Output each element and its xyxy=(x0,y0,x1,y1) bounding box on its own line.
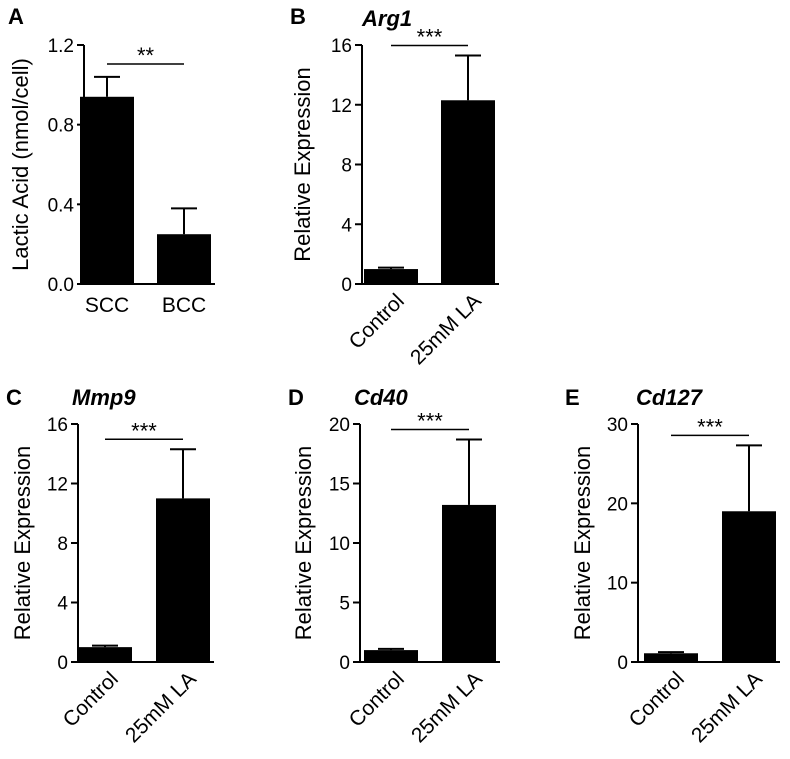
bar xyxy=(442,504,496,662)
category-label: SCC xyxy=(85,294,129,317)
panel-title: Arg1 xyxy=(361,6,412,31)
y-tick-label: 4 xyxy=(57,594,68,615)
panel-letter: B xyxy=(290,4,306,29)
y-axis-label: Relative Expression xyxy=(291,446,316,640)
y-tick-label: 0 xyxy=(57,653,68,674)
significance-label: *** xyxy=(417,408,443,433)
panel-title: Cd40 xyxy=(354,385,409,410)
category-label: 25mM LA xyxy=(687,668,767,748)
y-tick-label: 30 xyxy=(607,415,628,436)
y-tick-label: 5 xyxy=(339,594,350,615)
y-tick-label: 0.0 xyxy=(48,275,74,296)
bar xyxy=(156,498,210,662)
bar xyxy=(78,647,132,662)
panel-letter: E xyxy=(565,385,580,410)
y-tick-label: 0 xyxy=(617,653,628,674)
y-tick-label: 0.4 xyxy=(48,195,75,216)
panel-d: D Cd40 0 5 10 15 20 Relative Expression Control2… xyxy=(288,385,500,747)
panel-letter: A xyxy=(8,4,24,29)
y-tick-label: 16 xyxy=(331,36,352,57)
category-label: Control xyxy=(625,668,689,732)
panel-letter: C xyxy=(6,385,22,410)
y-tick-label: 20 xyxy=(607,494,628,515)
bar xyxy=(644,653,698,662)
y-tick-label: 16 xyxy=(47,415,68,436)
category-label: 25mM LA xyxy=(121,668,201,748)
y-tick-label: 12 xyxy=(331,96,352,117)
y-tick-label: 1.2 xyxy=(48,36,74,57)
panel-a: A 0.0 0.4 0.8 1.2 Lactic Acid (nmol/cell) SCC B… xyxy=(8,4,215,317)
y-tick-label: 0 xyxy=(339,653,350,674)
y-axis-label: Relative Expression xyxy=(10,446,35,640)
panel-letter: D xyxy=(288,385,304,410)
panel-e: E Cd127 0 10 20 30 Relative Expression Control2… xyxy=(565,385,780,747)
bar xyxy=(441,100,495,284)
y-tick-label: 8 xyxy=(341,156,352,177)
bar xyxy=(722,511,776,662)
bar xyxy=(80,96,134,285)
y-tick-label: 0 xyxy=(341,275,352,296)
y-tick-label: 0.8 xyxy=(48,116,74,137)
y-tick-label: 10 xyxy=(329,534,350,555)
significance-label: ** xyxy=(137,43,155,68)
category-label: Control xyxy=(59,668,123,732)
significance-label: *** xyxy=(417,24,443,49)
y-tick-label: 15 xyxy=(329,475,350,496)
category-label: 25mM LA xyxy=(407,668,487,748)
panel-b: B Arg1 0 4 8 12 16 Relative Expression Control25… xyxy=(290,4,499,369)
bar xyxy=(157,234,211,284)
category-label: Control xyxy=(345,290,409,354)
y-tick-label: 20 xyxy=(329,415,350,436)
category-label: BCC xyxy=(162,294,206,317)
y-axis-label: Lactic Acid (nmol/cell) xyxy=(8,58,33,271)
bar xyxy=(364,269,418,284)
panel-c: C Mmp9 0 4 8 12 16 Relative Expression Control25… xyxy=(6,385,214,747)
significance-label: *** xyxy=(697,414,723,439)
y-tick-label: 12 xyxy=(47,475,68,496)
category-label: 25mM LA xyxy=(406,290,486,370)
y-axis-label: Relative Expression xyxy=(570,446,595,640)
panel-title: Mmp9 xyxy=(72,385,136,410)
panel-title: Cd127 xyxy=(636,385,704,410)
y-tick-label: 10 xyxy=(607,574,628,595)
y-tick-label: 4 xyxy=(341,215,352,236)
y-tick-label: 8 xyxy=(57,534,68,555)
y-axis-label: Relative Expression xyxy=(290,67,315,261)
significance-label: *** xyxy=(131,418,157,443)
bar xyxy=(364,650,418,662)
category-label: Control xyxy=(345,668,409,732)
